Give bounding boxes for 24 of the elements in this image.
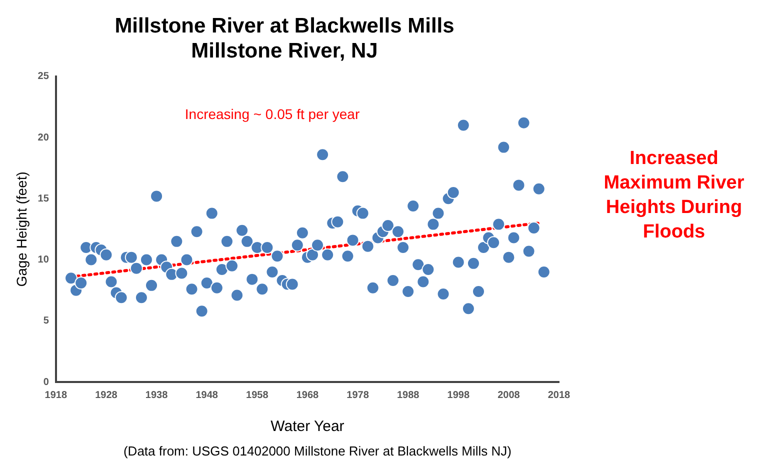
y-tick-label: 15 (38, 193, 50, 204)
annotation: Increasing ~ 0.05 ft per year (184, 106, 360, 122)
text: Millstone River at Blackwells Mills (114, 14, 454, 38)
text: Millstone River, NJ (191, 40, 378, 63)
x-tick-label: 1958 (246, 390, 269, 401)
x-tick-label: 1998 (447, 390, 470, 401)
text: (Data from: USGS 01402000 Millstone River at Blackwells Mills NJ) (123, 444, 512, 459)
y-tick-label: 10 (38, 254, 50, 266)
y-axis-title: Gage Height (feet) (13, 172, 30, 287)
x-tick-label: 1938 (145, 390, 168, 401)
x-tick-label: 1978 (346, 390, 370, 401)
y-tick-label: 5 (43, 316, 50, 327)
y-tick-label: 25 (38, 71, 50, 82)
text: Increased Maximum River Heights During Floods (604, 148, 745, 243)
x-tick-label: 1988 (396, 390, 420, 401)
x-tick-label: 1948 (196, 390, 218, 401)
x-tick-label: 2008 (498, 390, 520, 401)
y-tick-label: 0 (43, 376, 50, 388)
y-tick-label: 20 (38, 132, 50, 144)
x-tick-label: 1968 (296, 390, 320, 401)
x-axis-title: Water Year (270, 418, 344, 436)
x-tick-label: 1928 (95, 390, 118, 401)
x-tick-label: 2018 (548, 390, 571, 401)
x-tick-label: 1918 (44, 390, 68, 401)
